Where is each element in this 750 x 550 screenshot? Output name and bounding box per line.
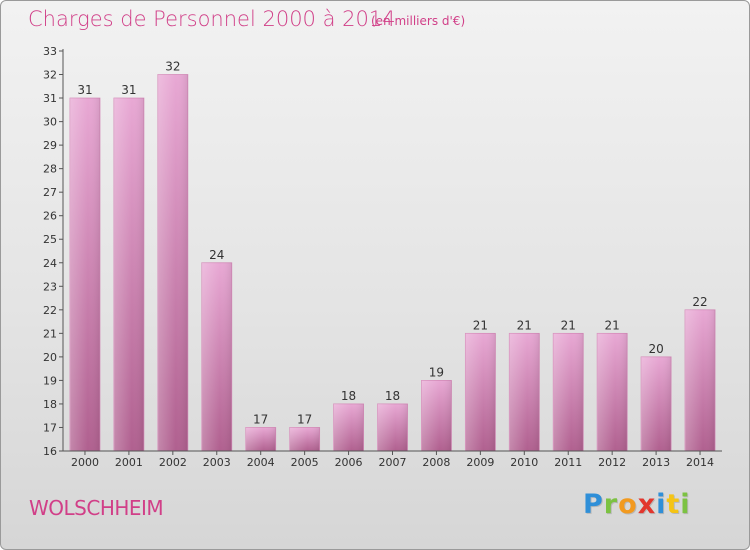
bar-group: 22 [684, 295, 716, 452]
bar-group: 17 [245, 412, 277, 452]
y-tick-label: 20 [43, 351, 57, 364]
y-tick-label: 30 [43, 116, 57, 129]
bar-group: 31 [113, 83, 145, 452]
data-label: 31 [77, 83, 92, 97]
bar-group: 21 [552, 318, 584, 452]
y-tick-label: 16 [43, 445, 57, 458]
y-axis: 16 17 18 19 20 21 22 23 24 25 26 27 28 29 30 31 32 33 [43, 45, 64, 458]
data-label: 19 [429, 365, 444, 379]
bar-shade [465, 333, 496, 451]
data-label: 32 [165, 60, 180, 74]
bar-shade [553, 333, 584, 451]
y-tick-label: 31 [43, 92, 57, 105]
bar-group: 24 [201, 248, 233, 452]
x-tick-label: 2000 [71, 456, 99, 469]
y-tick-label: 21 [43, 327, 57, 340]
bar-shade [289, 427, 320, 451]
bar-shade [509, 333, 540, 451]
bar-group: 17 [289, 412, 321, 452]
y-tick-label: 28 [43, 163, 57, 176]
logo-letter: x [637, 489, 657, 520]
x-tick-label: 2002 [159, 456, 187, 469]
bar-shade [377, 403, 408, 451]
bar-group: 19 [421, 365, 452, 452]
bar-group: 21 [508, 318, 540, 452]
y-tick-label: 23 [43, 280, 57, 293]
bar-shade [597, 333, 628, 451]
x-tick-label: 2005 [291, 456, 319, 469]
y-tick-label: 27 [43, 186, 57, 199]
data-label: 22 [692, 295, 707, 309]
bar-shade [157, 74, 188, 451]
x-tick-label: 2013 [642, 456, 670, 469]
y-tick-label: 22 [43, 304, 57, 317]
y-tick-label: 19 [43, 374, 57, 387]
x-tick-label: 2009 [466, 456, 494, 469]
logo-letter: r [603, 489, 619, 520]
logo-letter: i [656, 489, 667, 520]
chart-subtitle: (en milliers d'€) [371, 14, 466, 28]
bar-group: 20 [640, 342, 672, 452]
bar-group: 32 [157, 60, 189, 452]
data-label: 31 [121, 83, 136, 97]
bar-group: 21 [464, 318, 496, 452]
chart-title: Charges de Personnel 2000 à 2014 [28, 7, 396, 31]
logo-letter: P [583, 489, 604, 520]
x-tick-label: 2003 [203, 456, 231, 469]
y-tick-label: 26 [43, 210, 57, 223]
x-tick-label: 2012 [598, 456, 626, 469]
data-label: 17 [253, 412, 268, 426]
bar-shade [245, 427, 276, 451]
bar-shade [333, 403, 364, 451]
y-tick-label: 24 [43, 257, 57, 270]
x-tick-label: 2008 [422, 456, 450, 469]
bars: 31 31 32 24 17 17 18 18 19 21 21 21 21 20 22 [69, 60, 716, 452]
bar-shade [201, 262, 232, 451]
y-tick-label: 32 [43, 69, 57, 82]
bar-group: 21 [596, 318, 628, 452]
bar-group: 18 [333, 389, 364, 452]
x-tick-label: 2014 [686, 456, 714, 469]
x-tick-label: 2010 [510, 456, 538, 469]
y-tick-label: 18 [43, 398, 57, 411]
data-label: 21 [517, 318, 532, 332]
bar-shade [641, 356, 672, 451]
data-label: 18 [341, 389, 356, 403]
y-tick-label: 17 [43, 421, 57, 434]
proxiti-logo[interactable]: Proxiti [583, 489, 691, 520]
y-tick-label: 29 [43, 139, 57, 152]
data-label: 20 [648, 342, 663, 356]
bar-group: 31 [69, 83, 101, 452]
x-axis: 2000 2001 2002 2003 2004 2005 2006 2007 2008 2009… [63, 450, 722, 469]
data-label: 18 [385, 389, 400, 403]
bar-shade [113, 98, 144, 451]
data-label: 21 [561, 318, 576, 332]
commune-name: WOLSCHHEIM [29, 496, 164, 520]
logo-letter: i [680, 489, 691, 520]
logo-letter: o [618, 489, 638, 520]
x-tick-label: 2011 [554, 456, 582, 469]
x-tick-label: 2007 [379, 456, 407, 469]
data-label: 17 [297, 412, 312, 426]
y-tick-label: 25 [43, 233, 57, 246]
x-tick-label: 2004 [247, 456, 275, 469]
bar-shade [421, 380, 452, 451]
data-label: 21 [605, 318, 620, 332]
data-label: 21 [473, 318, 488, 332]
data-label: 24 [209, 248, 224, 262]
x-tick-label: 2006 [335, 456, 363, 469]
x-tick-label: 2001 [115, 456, 143, 469]
bar-shade [685, 309, 716, 451]
bar-group: 18 [377, 389, 408, 452]
y-tick-label: 33 [43, 45, 57, 58]
bar-shade [69, 98, 100, 451]
logo-letter: t [666, 489, 681, 520]
